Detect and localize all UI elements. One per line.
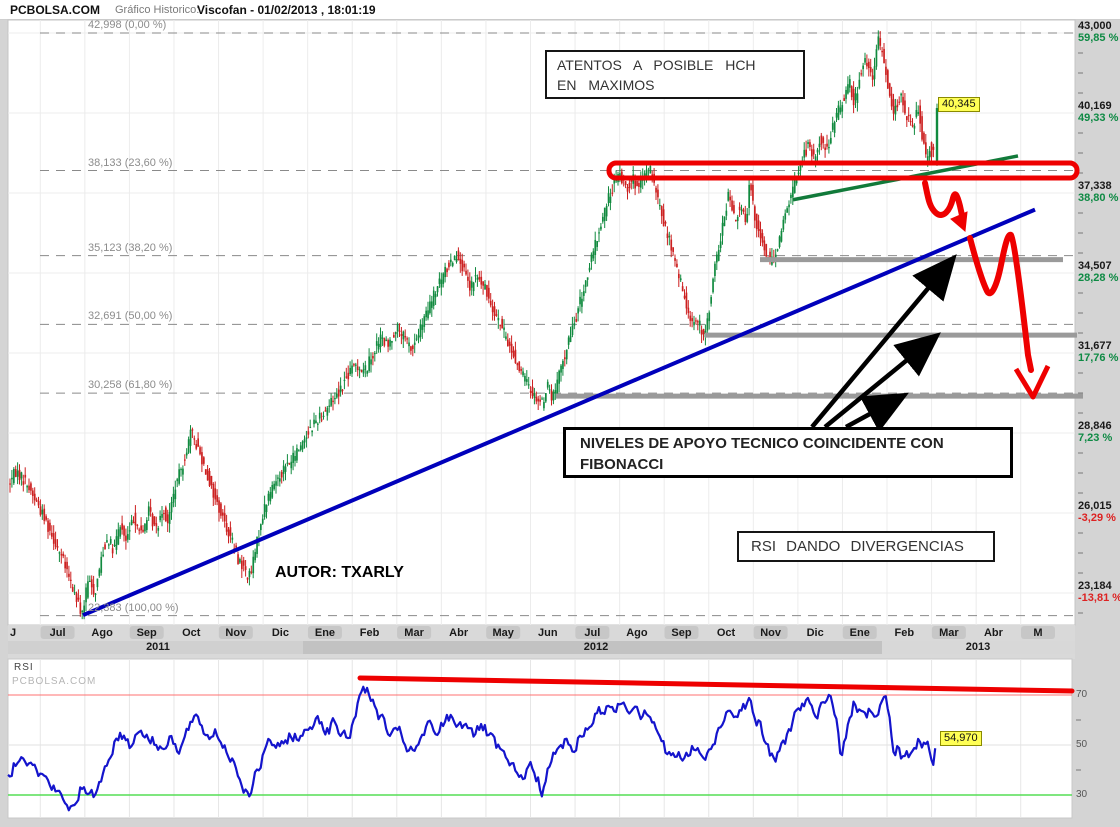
- month-label: Abr: [449, 627, 469, 639]
- month-label: Oct: [716, 627, 736, 639]
- month-label: M: [1033, 627, 1043, 639]
- price-axis-tick: 37,338 38,80 %: [1078, 180, 1119, 204]
- month-chip: [664, 626, 699, 639]
- red-arrowhead-small: [950, 211, 968, 232]
- page-title: Viscofan - 01/02/2013 , 18:01:19: [197, 3, 376, 17]
- fib-label: 30,258 (61,80 %): [88, 379, 173, 392]
- month-label: Sep: [671, 627, 692, 639]
- price-axis-tick: 23,184 -13,81 %: [1078, 580, 1120, 604]
- month-label: Dic: [806, 627, 824, 639]
- rsi-panel-title: RSI: [14, 662, 34, 673]
- month-label: Feb: [359, 627, 380, 639]
- red-arrowhead-open: [1013, 364, 1051, 400]
- month-chip: [1021, 626, 1055, 639]
- annotation-apoyo-line1: NIVELES DE APOYO TECNICO COINCIDENTE CON: [580, 435, 944, 452]
- annotation-hch-line2: EN MAXIMOS: [557, 77, 655, 93]
- price-axis-tick: 34,507 28,28 %: [1078, 260, 1119, 284]
- title-bar: PCBOLSA.COM Gráfico Historico: Viscofan …: [0, 0, 1120, 20]
- month-chip: [397, 626, 432, 639]
- rsi-axis-label: 50: [1076, 739, 1088, 750]
- annotation-hch-line1: ATENTOS A POSIBLE HCH: [557, 57, 756, 73]
- month-label: Abr: [983, 627, 1003, 639]
- resistance-band[interactable]: [606, 160, 1080, 181]
- price-axis-tick: 43,000 59,85 %: [1078, 20, 1119, 44]
- month-chip: [575, 626, 610, 639]
- annotation-rsi-divergence-text: RSI DANDO DIVERGENCIAS: [751, 538, 964, 555]
- month-label: Ago: [626, 627, 648, 639]
- year-band-2013: [882, 641, 1075, 654]
- black-arrow-1[interactable]: [810, 254, 957, 429]
- fib-label: 35,123 (38,20 %): [88, 241, 173, 254]
- black-arrow-2[interactable]: [823, 332, 941, 429]
- month-label: J: [9, 627, 17, 639]
- chart-type-label: Gráfico Historico:: [115, 4, 200, 16]
- annotation-apoyo-box[interactable]: NIVELES DE APOYO TECNICO COINCIDENTE CON…: [563, 427, 1013, 478]
- month-label: Ene: [849, 627, 870, 639]
- red-squiggle-1[interactable]: [922, 180, 966, 223]
- year-label: 2013: [965, 641, 991, 653]
- month-label: Dic: [271, 627, 289, 639]
- year-label: 2012: [583, 641, 609, 653]
- last-price-tag: 40,345: [938, 97, 980, 112]
- blue-trendline[interactable]: [82, 207, 1036, 617]
- month-label: Sep: [136, 627, 157, 639]
- month-chip: [486, 626, 521, 639]
- rsi-axis-label: 30: [1076, 789, 1088, 800]
- month-chip: [129, 626, 164, 639]
- red-squiggle-2[interactable]: [967, 231, 1034, 373]
- month-label: Nov: [760, 627, 781, 639]
- last-candle: [935, 108, 939, 162]
- annotation-hch-box[interactable]: ATENTOS A POSIBLE HCH EN MAXIMOS: [545, 50, 805, 99]
- brand-logo: PCBOLSA.COM: [10, 3, 100, 17]
- month-chip: [842, 626, 877, 639]
- fib-label: 38,133 (23,60 %): [88, 156, 173, 169]
- fib-label: 42,998 (0,00 %): [88, 19, 167, 32]
- month-label: Jun: [538, 627, 558, 639]
- month-label: Ene: [314, 627, 336, 639]
- month-label: Jul: [49, 627, 66, 639]
- month-label: Ago: [91, 627, 113, 639]
- year-band-2012: [303, 641, 882, 654]
- author-annotation: AUTOR: TXARLY: [275, 564, 404, 581]
- month-label: Feb: [894, 627, 915, 639]
- candles-group: [9, 30, 935, 620]
- rsi-red-trendline[interactable]: [357, 675, 1075, 694]
- month-chip: [753, 626, 788, 639]
- rsi-watermark: PCBOLSA.COM: [12, 676, 97, 687]
- month-label: May: [492, 627, 514, 639]
- annotation-apoyo-line2: FIBONACCI: [580, 456, 664, 473]
- year-band-2011: [8, 641, 303, 654]
- month-chip: [931, 626, 966, 639]
- month-label: Mar: [404, 627, 424, 639]
- price-axis-tick: 31,677 17,76 %: [1078, 339, 1119, 364]
- year-label: 2011: [146, 641, 170, 653]
- rsi-axis-label: 70: [1076, 689, 1088, 700]
- rsi-line: [7, 685, 937, 812]
- price-axis-tick: 40,169 49,33 %: [1078, 100, 1119, 124]
- last-rsi-tag: 54,970: [940, 731, 982, 746]
- month-label: Mar: [939, 627, 959, 639]
- fib-label: 32,691 (50,00 %): [88, 310, 173, 323]
- month-chip: [307, 626, 342, 639]
- price-axis-tick: 26,015 -3,29 %: [1078, 499, 1116, 524]
- month-label: Oct: [182, 627, 201, 639]
- fib-label: 22,383 (100,00 %): [88, 601, 179, 614]
- month-label: Nov: [225, 627, 247, 639]
- month-label: Jul: [584, 627, 601, 639]
- month-chip: [218, 626, 253, 639]
- month-chip: [40, 626, 75, 639]
- price-axis-tick: 28,846 7,23 %: [1078, 419, 1113, 444]
- black-arrow-3[interactable]: [844, 392, 909, 433]
- annotation-rsi-divergence-box[interactable]: RSI DANDO DIVERGENCIAS: [737, 531, 995, 562]
